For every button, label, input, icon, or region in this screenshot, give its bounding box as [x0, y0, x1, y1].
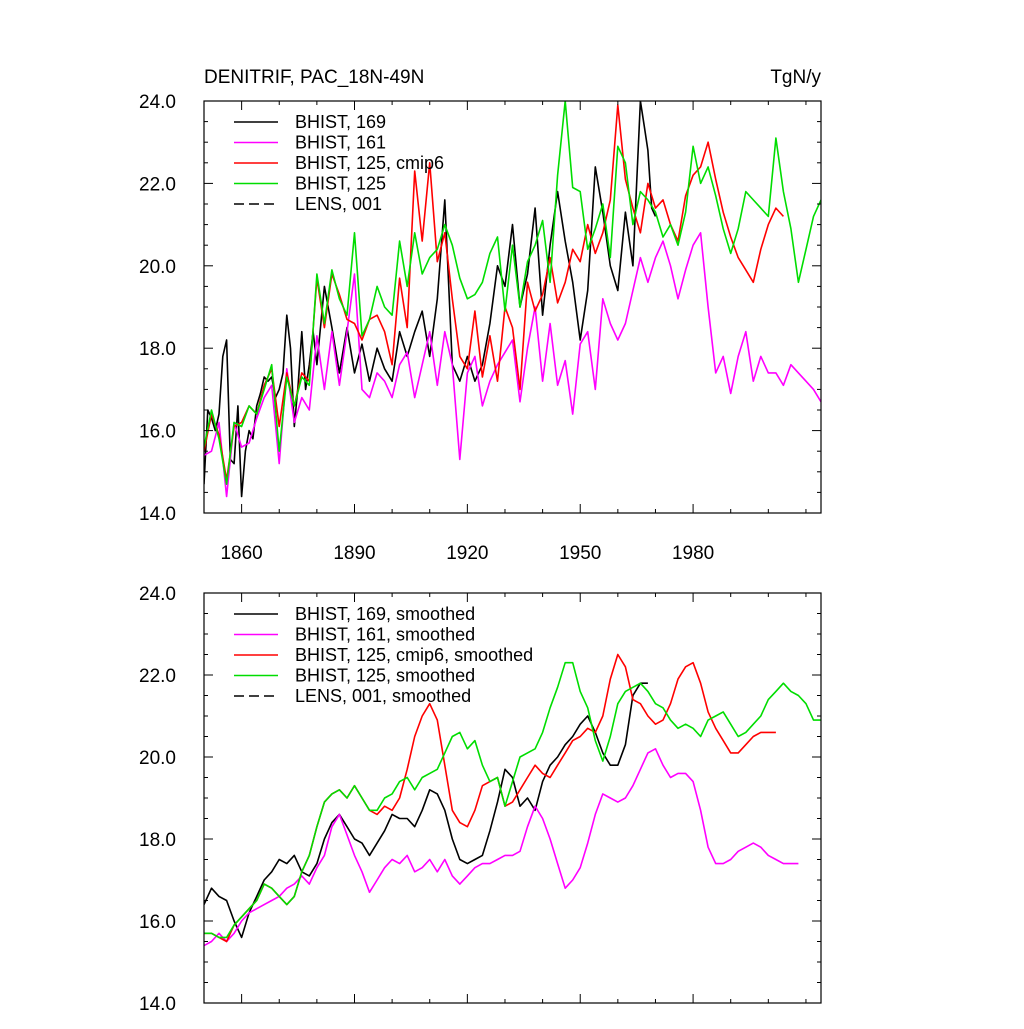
top-x-tick-label: 1920	[446, 543, 488, 564]
top-axes: 14.0 16.0 18.0 20.0 22.0 24.0 1860 1890 1920 1950…	[139, 92, 822, 564]
top-y-tick-label: 16.0	[139, 422, 176, 443]
bottom-y-tick-label: 22.0	[139, 666, 176, 687]
top-x-tick-label: 1980	[672, 543, 714, 564]
top-series-line-3	[204, 101, 821, 486]
top-x-tick-label: 1860	[220, 543, 262, 564]
top-legend-label-2: BHIST, 125, cmip6	[295, 153, 444, 173]
bottom-series-line-2	[204, 653, 776, 943]
bottom-legend-label-4: LENS, 001, smoothed	[295, 686, 471, 706]
top-series-layer	[204, 101, 821, 498]
bottom-legend-label-2: BHIST, 125, cmip6, smoothed	[295, 645, 533, 665]
top-panel: DENITRIF, PAC_18N-49N TgN/y 14.0 16.0 18.0…	[139, 67, 822, 564]
top-legend-label-4: LENS, 001	[295, 194, 382, 214]
top-legend-label-3: BHIST, 125	[295, 174, 386, 194]
top-series-line-0	[204, 101, 657, 498]
top-series-line-2	[204, 104, 784, 481]
bottom-y-tick-label: 16.0	[139, 912, 176, 933]
top-y-tick-label: 18.0	[139, 339, 176, 360]
bottom-series-line-3	[204, 661, 821, 939]
bottom-legend-label-0: BHIST, 169, smoothed	[295, 604, 475, 624]
top-x-tick-label: 1950	[559, 543, 601, 564]
top-y-tick-label: 22.0	[139, 174, 176, 195]
bottom-panel: 14.0 16.0 18.0 20.0 22.0 24.0 BHIST, 169, smo…	[139, 584, 822, 1015]
top-y-tick-label: 14.0	[139, 504, 176, 525]
bottom-legend-label-3: BHIST, 125, smoothed	[295, 666, 475, 686]
top-series-line-1	[204, 232, 821, 498]
top-chart-title: DENITRIF, PAC_18N-49N	[204, 67, 424, 88]
top-y-tick-label: 20.0	[139, 257, 176, 278]
bottom-y-tick-label: 18.0	[139, 830, 176, 851]
bottom-y-tick-label: 24.0	[139, 584, 176, 605]
bottom-legend-label-1: BHIST, 161, smoothed	[295, 625, 475, 645]
top-chart-units: TgN/y	[770, 67, 821, 88]
bottom-axes: 14.0 16.0 18.0 20.0 22.0 24.0	[139, 584, 822, 1015]
bottom-series-line-1	[204, 747, 799, 947]
top-x-tick-label: 1890	[333, 543, 375, 564]
top-legend-label-1: BHIST, 161	[295, 133, 386, 153]
bottom-series-line-0	[204, 682, 648, 939]
bottom-y-tick-label: 14.0	[139, 994, 176, 1015]
bottom-y-tick-label: 20.0	[139, 748, 176, 769]
bottom-series-layer	[204, 653, 821, 947]
top-y-tick-label: 24.0	[139, 92, 176, 113]
top-legend-label-0: BHIST, 169	[295, 112, 386, 132]
